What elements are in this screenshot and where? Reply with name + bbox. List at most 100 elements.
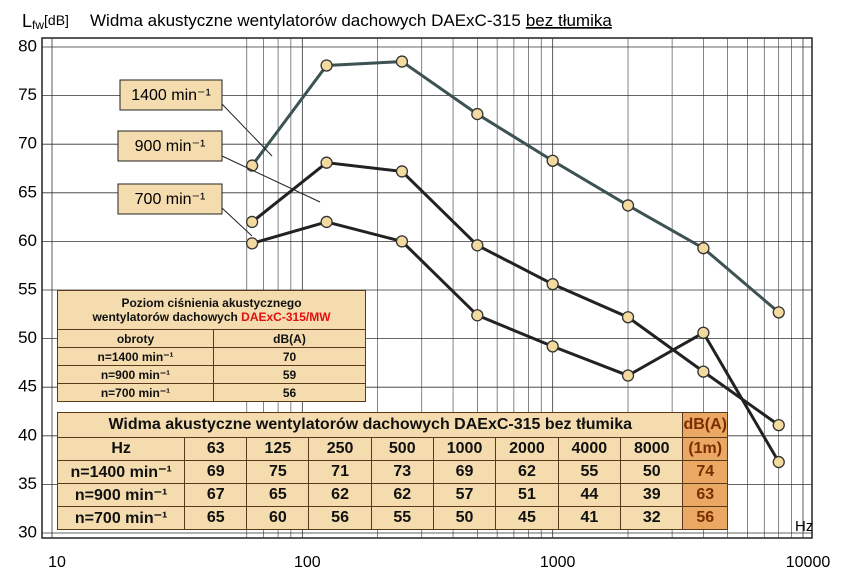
table-cell: 57 [432, 483, 497, 507]
series-line [250, 60, 780, 314]
series-line [251, 220, 781, 463]
column-header: 125 [246, 437, 310, 461]
x-axis-label: Hz [795, 518, 813, 535]
table-cell: 56 [213, 383, 366, 402]
callout-leader [221, 207, 253, 237]
column-header: 250 [308, 437, 372, 461]
marker [772, 455, 785, 469]
column-header: 1000 [432, 437, 497, 461]
marker [245, 215, 259, 229]
marker [546, 154, 559, 167]
marker [320, 59, 333, 72]
marker [320, 215, 333, 229]
callout-box [117, 183, 223, 215]
marker [697, 242, 710, 255]
table-row: n=700 min⁻¹ 65 60 56 55 50 45 41 32 56 [56, 506, 728, 530]
y-tick-label: 75 [18, 85, 37, 104]
table-cell: 59 [213, 365, 366, 384]
marker [471, 107, 484, 121]
table-cell: 65 [246, 483, 310, 507]
table-cell: 71 [308, 460, 372, 484]
y-tick-label: 80 [18, 36, 37, 55]
table-cell: 73 [370, 460, 434, 484]
table-row: n=700 min⁻¹ 56 [57, 383, 366, 402]
marker [471, 309, 484, 322]
table-cell: 32 [620, 506, 684, 530]
callout-box [117, 130, 223, 162]
y-tick-label: 30 [18, 522, 37, 541]
y-tick-label: 40 [18, 425, 37, 444]
table-cell: 41 [557, 506, 622, 530]
table-row: n=900 min⁻¹ 67 65 62 62 57 51 44 39 63 [56, 483, 728, 507]
series-line [251, 161, 780, 427]
table-cell: 44 [557, 483, 622, 507]
legend-label: 700 min⁻¹ [135, 191, 206, 208]
table-cell: 56 [308, 506, 372, 530]
table-cell: 70 [213, 347, 366, 366]
marker [697, 365, 710, 378]
marker [395, 165, 409, 178]
table-cell: 51 [495, 483, 559, 507]
marker [621, 199, 635, 212]
callout-leader [221, 155, 321, 203]
y-tick-label: 65 [18, 182, 37, 201]
column-header: 500 [370, 437, 434, 461]
table-cell: 50 [620, 460, 684, 484]
table-cell: 45 [495, 506, 559, 530]
y-tick-label: 45 [18, 377, 37, 396]
table-cell: 63 [682, 483, 728, 507]
table-cell: 62 [495, 460, 559, 484]
table-row: obroty dB(A) [57, 329, 366, 348]
marker [395, 55, 409, 68]
x-tick-label: 100 [294, 554, 321, 571]
x-tick-label: 10000 [786, 554, 831, 571]
table-cell: 62 [308, 483, 372, 507]
table-title: Widma akustyczne wentylatorów dachowych … [56, 412, 684, 438]
table-cell: n=1400 min⁻¹ [57, 347, 214, 366]
table-cell: 65 [184, 506, 248, 530]
marker [772, 306, 785, 319]
y-tick-label: 70 [18, 134, 37, 153]
table-cell: 67 [184, 483, 248, 507]
spectrum-table: Widma akustyczne wentylatorów dachowych … [56, 412, 728, 530]
column-header: obroty [57, 329, 214, 348]
table-cell: 55 [370, 506, 434, 530]
marker [697, 326, 710, 339]
marker [395, 235, 409, 248]
level-table: Poziom ciśnienia akustycznego wentylatoró… [57, 290, 366, 402]
marker [621, 369, 635, 382]
title-underlined: bez tłumika [526, 11, 613, 30]
column-header: Hz [56, 437, 186, 461]
table-title: Poziom ciśnienia akustycznego wentylatoró… [57, 290, 366, 330]
title-line: wentylatorów dachowych [92, 310, 238, 324]
x-tick-label: 10 [48, 554, 66, 571]
legend-label: 900 min⁻¹ [135, 138, 206, 155]
table-cell: n=700 min⁻¹ [57, 383, 214, 402]
table-cell: 62 [370, 483, 434, 507]
legend-label: 1400 min⁻¹ [131, 87, 211, 104]
marker [245, 159, 259, 172]
table-cell: 56 [682, 506, 728, 530]
y-tick-label: 35 [18, 474, 37, 493]
y-label-main: L [22, 11, 32, 31]
table-cell: 69 [432, 460, 497, 484]
marker [245, 237, 259, 250]
column-header: 63 [184, 437, 248, 461]
table-cell: n=900 min⁻¹ [57, 365, 214, 384]
column-header: 4000 [557, 437, 622, 461]
y-label-sub: fw [32, 18, 44, 32]
callout-leader [221, 103, 273, 157]
title-line: Poziom ciśnienia akustycznego [121, 296, 302, 310]
table-row: Widma akustyczne wentylatorów dachowych … [56, 412, 728, 438]
column-header: dB(A) [213, 329, 366, 348]
table-cell: 75 [246, 460, 310, 484]
column-header: (1m) [682, 437, 728, 461]
chart-title: Widma akustyczne wentylatorów dachowych … [90, 11, 612, 30]
marker [772, 418, 785, 432]
table-row: n=900 min⁻¹ 59 [57, 365, 366, 384]
table-cell: n=1400 min⁻¹ [56, 460, 186, 484]
title-main: Widma akustyczne wentylatorów dachowych … [90, 11, 521, 30]
table-cell: 60 [246, 506, 310, 530]
y-tick-label: 50 [18, 328, 37, 347]
